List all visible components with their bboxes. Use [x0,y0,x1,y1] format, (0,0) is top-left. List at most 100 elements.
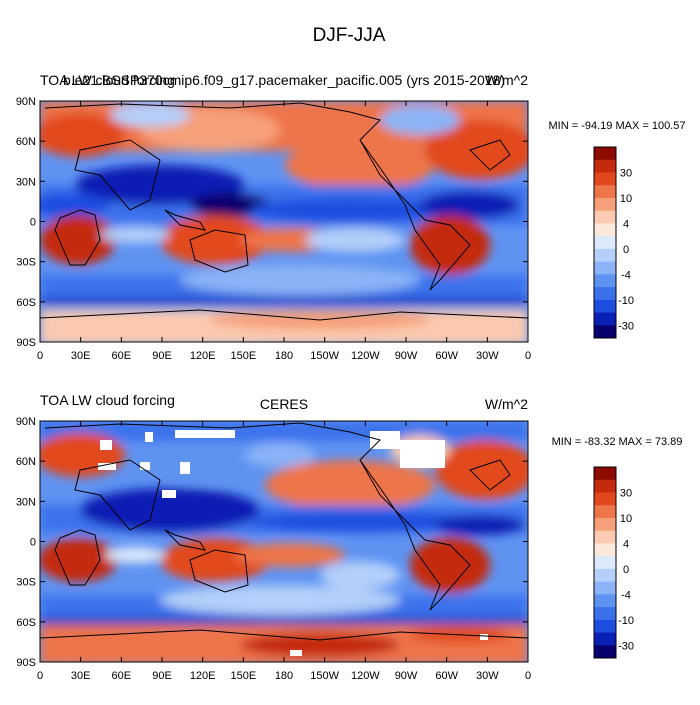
colorbar-label: 10 [620,513,632,525]
colorbar: 30 10 4 0 -4 -10 -30 [593,146,634,339]
y-tick-label: 90N [16,416,36,428]
colorbar-segment [594,147,616,161]
y-tick-label: 0 [30,217,36,229]
colorbar-segment [594,632,616,646]
colorbar-segment [594,594,616,608]
y-tick-label: 90S [16,657,36,669]
panel-ceres: TOA LW cloud forcing CERES W/m^2 MIN = -… [16,392,683,682]
x-tick-label: 90W [395,670,418,682]
panel-units: W/m^2 [485,396,528,412]
colorbar-segment [594,568,616,582]
y-tick-label: 30N [16,176,36,188]
x-tick-label: 180 [275,350,293,362]
colorbar-label: 10 [620,193,632,205]
x-tick-label: 30E [71,350,91,362]
panel-model: TOA LW cloud forcing b.e21.BSSP370cmip6.… [16,72,686,362]
figure-title: DJF-JJA [313,25,386,46]
y-tick-label: 60N [16,456,36,468]
x-tick-label: 120E [190,350,216,362]
colorbar-segment [594,299,616,313]
x-tick-label: 90W [395,350,418,362]
colorbar-segment [594,223,616,237]
colorbar-segment [594,287,616,301]
panel-center-title: b.e21.BSSP370cmip6.f09_g17.pacemaker_pac… [63,72,505,88]
panel-units: W/m^2 [485,72,528,88]
colorbar-segment [594,492,616,506]
colorbar-label: -30 [618,640,634,652]
colorbar-segment [594,325,616,339]
x-tick-label: 120E [190,670,216,682]
x-tick-label: 120W [351,350,380,362]
colorbar-segment [594,467,616,481]
colorbar-segment [594,543,616,557]
axis-ticks: 0 30E 60E 90E 120E 150E 180 150W 120W 90W 60W 30W 09… [16,416,531,682]
colorbar: 30 10 4 0 -4 -10 -30 [593,466,634,659]
x-tick-label: 150W [310,670,339,682]
axis-ticks: 0 30E 60E 90E 120E 150E 180 150W 120W 90W 60W 30W 09… [16,96,531,362]
x-tick-label: 60E [112,670,132,682]
colorbar-segment [594,479,616,493]
x-tick-label: 180 [275,670,293,682]
colorbar-label: 0 [623,564,629,576]
y-tick-label: 60N [16,136,36,148]
y-tick-label: 60S [16,617,36,629]
colorbar-frame [593,466,617,659]
colorbar-frame [593,146,617,339]
colorbar-label: 4 [623,538,629,550]
colorbar-label: -4 [621,589,631,601]
y-tick-label: 60S [16,297,36,309]
colorbar-segment [594,185,616,199]
panel-left-title: TOA LW cloud forcing [40,392,175,408]
colorbar-label: -4 [621,269,631,281]
colorbar-segment [594,619,616,633]
x-tick-label: 150E [230,350,256,362]
x-tick-label: 0 [525,670,531,682]
colorbar-label: -10 [618,615,634,627]
y-tick-label: 90S [16,337,36,349]
colorbar-segment [594,197,616,211]
y-tick-label: 90N [16,96,36,108]
x-tick-label: 60W [435,350,458,362]
y-tick-label: 30N [16,496,36,508]
x-tick-label: 90E [152,350,172,362]
colorbar-segment [594,581,616,595]
panel-stats: MIN = -94.19 MAX = 100.57 [549,120,686,132]
y-tick-label: 30S [16,257,36,269]
x-tick-label: 30W [476,670,499,682]
colorbar-label: 4 [623,218,629,230]
x-tick-label: 150E [230,670,256,682]
colorbar-label: 0 [623,244,629,256]
x-tick-label: 60W [435,670,458,682]
colorbar-segment [594,210,616,224]
x-tick-label: 150W [310,350,339,362]
colorbar-segment [594,312,616,326]
x-tick-label: 60E [112,350,132,362]
colorbar-segment [594,505,616,519]
panel-center-title: CERES [260,396,308,412]
colorbar-segment [594,556,616,570]
colorbar-segment [594,159,616,173]
x-tick-label: 120W [351,670,380,682]
x-tick-label: 0 [37,350,43,362]
x-tick-label: 30W [476,350,499,362]
colorbar-label: -10 [618,295,634,307]
x-tick-label: 0 [37,670,43,682]
colorbar-segment [594,172,616,186]
x-tick-label: 90E [152,670,172,682]
map-field [40,101,528,342]
colorbar-segment [594,530,616,544]
colorbar-label: -30 [618,320,634,332]
colorbar-label: 30 [620,167,632,179]
x-tick-label: 0 [525,350,531,362]
colorbar-segment [594,517,616,531]
colorbar-segment [594,607,616,621]
map-field [40,421,528,662]
y-tick-label: 30S [16,577,36,589]
x-tick-label: 30E [71,670,91,682]
panel-stats: MIN = -83.32 MAX = 73.89 [552,436,683,448]
panel-left-title: TOA LW cloud forcing [40,72,175,88]
colorbar-label: 30 [620,487,632,499]
colorbar-segment [594,236,616,250]
colorbar-segment [594,645,616,659]
